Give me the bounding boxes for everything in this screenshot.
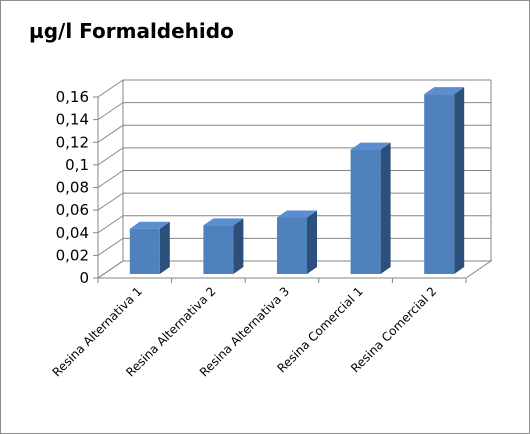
- side-wall-line: [97, 215, 124, 234]
- bar: [350, 149, 381, 274]
- side-wall-line: [97, 147, 124, 166]
- bar: [277, 217, 307, 274]
- y-tick-label: 0,12: [56, 133, 89, 151]
- bar-side: [454, 87, 465, 274]
- bar-top: [203, 218, 244, 226]
- y-tick-label: 0,06: [56, 201, 89, 219]
- bar-top: [277, 210, 317, 218]
- bar: [424, 94, 455, 274]
- y-tick-label: 0,04: [56, 224, 89, 242]
- bar-side: [380, 142, 391, 274]
- bar-side: [159, 221, 170, 274]
- y-tick-label: 0,16: [56, 88, 89, 106]
- y-tick-label: 0: [79, 269, 89, 287]
- bar: [129, 228, 160, 274]
- side-wall-line: [97, 170, 124, 188]
- bar-side: [233, 218, 244, 274]
- side-wall-line: [97, 237, 124, 256]
- bar-top: [129, 221, 170, 229]
- side-wall-line: [97, 102, 124, 121]
- bar-top: [350, 142, 391, 150]
- chart-title: µg/l Formaldehido: [29, 19, 234, 43]
- side-wall-line: [97, 192, 124, 211]
- bar-side: [307, 210, 317, 274]
- side-wall-line: [97, 124, 124, 143]
- y-tick-label: 0,14: [56, 111, 89, 129]
- bar-top: [424, 87, 465, 95]
- y-tick-label: 0,08: [56, 179, 89, 197]
- plot-floor: [96, 260, 493, 279]
- y-tick-label: 0,02: [56, 246, 89, 264]
- bar: [203, 225, 234, 274]
- y-tick-label: 0,1: [65, 156, 89, 174]
- side-wall-line: [97, 79, 124, 98]
